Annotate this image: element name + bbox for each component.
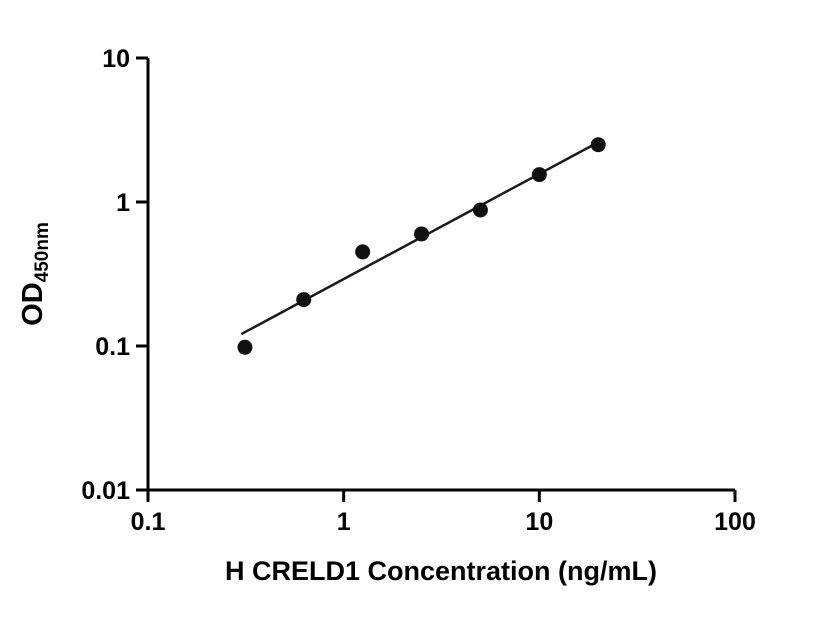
x-tick-label: 10: [525, 508, 553, 536]
y-axis-title-main: OD: [17, 282, 49, 326]
x-axis-title: H CRELD1 Concentration (ng/mL): [225, 556, 657, 586]
y-tick-label: 0.1: [95, 333, 130, 361]
data-point: [296, 292, 312, 308]
data-point: [355, 244, 371, 260]
y-tick-label: 0.01: [81, 477, 130, 505]
data-point: [414, 226, 430, 242]
data-point: [531, 167, 547, 183]
data-point: [237, 339, 253, 355]
x-tick-label: 0.1: [131, 508, 166, 536]
x-tick-label: 1: [337, 508, 351, 536]
y-axis-title-sub: 450nm: [32, 222, 53, 282]
data-point: [472, 202, 488, 218]
y-tick-label: 10: [102, 45, 130, 73]
y-tick-label: 1: [116, 189, 130, 217]
data-point: [590, 137, 606, 153]
y-axis-title: OD450nm: [17, 222, 53, 326]
x-tick-label: 100: [714, 508, 756, 536]
